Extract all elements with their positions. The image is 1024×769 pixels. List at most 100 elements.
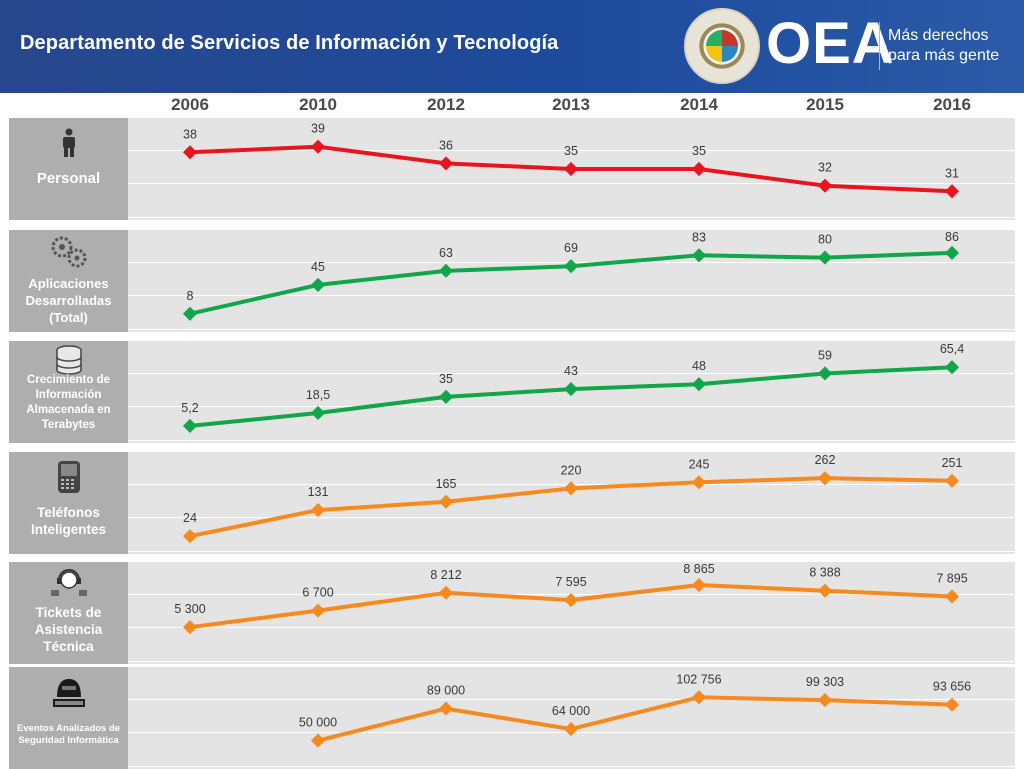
year-label-2015: 2015: [806, 95, 844, 114]
metric-line-chart: 38 39 36 35 35 32 31: [182, 122, 960, 199]
data-point-marker: [310, 603, 326, 618]
logo-divider: [879, 22, 880, 70]
year-label-2016: 2016: [933, 95, 971, 114]
data-label: 262: [815, 453, 836, 467]
data-label: 7 895: [936, 572, 967, 586]
database-icon: [9, 345, 128, 382]
data-label: 38: [183, 127, 197, 141]
metric-label-panel: Tickets de Asistencia Técnica: [9, 562, 128, 664]
data-label: 131: [308, 485, 329, 499]
data-label: 80: [818, 233, 832, 247]
data-point-marker: [438, 156, 454, 171]
metric-plot-area: 5 300 6 700 8 212 7 595 8 865 8 388 7 895: [128, 562, 1015, 664]
data-label: 69: [564, 241, 578, 255]
metric-line-chart: 5,2 18,5 35 43 48 59 65,4: [181, 342, 964, 434]
gridline: [128, 295, 1015, 296]
metric-name: Aplicaciones Desarrolladas (Total): [25, 276, 112, 325]
year-label-2014: 2014: [680, 95, 718, 114]
metric-row: Crecimiento de Información Almacenada en…: [9, 341, 1015, 443]
data-label: 63: [439, 246, 453, 260]
gridline: [128, 627, 1015, 628]
data-label: 35: [692, 144, 706, 158]
tagline-line2: para más gente: [888, 47, 1000, 64]
data-label: 245: [689, 457, 710, 471]
data-point-marker: [310, 405, 326, 421]
data-label: 8 865: [683, 562, 714, 576]
gridline: [128, 766, 1015, 767]
data-label: 5 300: [174, 602, 205, 616]
metric-name: Personal: [36, 170, 101, 187]
data-point-marker: [944, 245, 960, 260]
gears-icon: [9, 234, 128, 277]
data-label: 48: [692, 359, 706, 373]
data-point-marker: [691, 475, 707, 490]
metric-name: Tickets de Asistencia Técnica: [34, 605, 103, 654]
data-point-marker: [563, 722, 579, 737]
data-label: 64 000: [552, 704, 590, 718]
data-point-marker: [310, 502, 326, 518]
series-line: [317, 695, 953, 743]
data-label: 45: [311, 260, 325, 274]
data-label: 50 000: [299, 716, 337, 730]
data-label: 35: [439, 372, 453, 386]
data-label: 93 656: [933, 680, 971, 694]
data-label: 165: [436, 477, 457, 491]
data-point-marker: [563, 259, 579, 274]
smartphone-icon: [9, 460, 128, 501]
gridline: [128, 329, 1015, 330]
year-label-2010: 2010: [299, 95, 337, 114]
person-icon: [9, 128, 128, 165]
metric-name: Eventos Analizados de Seguridad Informát…: [16, 723, 121, 746]
data-point-marker: [944, 589, 960, 604]
data-point-marker: [563, 481, 579, 496]
data-point-marker: [563, 382, 579, 397]
data-point-marker: [182, 620, 198, 635]
data-point-marker: [691, 690, 707, 705]
metric-name: Crecimiento de Información Almacenada en…: [26, 374, 111, 431]
oas-seal-logo: [684, 8, 760, 84]
gridline: [128, 440, 1015, 441]
metric-row: Aplicaciones Desarrolladas (Total) 8 45 63 6…: [9, 230, 1015, 332]
data-point-marker: [817, 250, 833, 265]
data-point-marker: [691, 377, 707, 392]
metric-label-panel: Eventos Analizados de Seguridad Informát…: [9, 667, 128, 769]
metric-label-panel: Crecimiento de Información Almacenada en…: [9, 341, 128, 443]
data-label: 83: [692, 230, 706, 244]
data-point-marker: [563, 592, 579, 608]
data-point-marker: [691, 161, 707, 177]
data-label: 65,4: [940, 342, 964, 356]
data-label: 32: [818, 161, 832, 175]
data-label: 251: [942, 456, 963, 470]
data-point-marker: [438, 389, 454, 404]
metric-row: Teléfonos Inteligentes 24 131 165 220 245 262 2…: [9, 452, 1015, 554]
data-point-marker: [310, 733, 326, 748]
metric-row: Eventos Analizados de Seguridad Informát…: [9, 667, 1015, 769]
year-label-2006: 2006: [171, 95, 209, 114]
gridline: [128, 217, 1015, 218]
support-headset-icon: [9, 566, 128, 605]
data-point-marker: [438, 494, 454, 509]
hacker-icon: [9, 673, 128, 718]
gridline: [128, 183, 1015, 184]
metric-plot-area: 24 131 165 220 245 262 251: [128, 452, 1015, 554]
metric-name: Teléfonos Inteligentes: [30, 505, 106, 537]
data-point-marker: [182, 529, 198, 544]
data-point-marker: [944, 360, 960, 375]
oea-logo-text: OEA: [766, 11, 895, 76]
year-label-2012: 2012: [427, 95, 465, 114]
header-banner: Departamento de Servicios de Información…: [0, 0, 1024, 93]
data-point-marker: [691, 248, 707, 263]
data-label: 18,5: [306, 388, 330, 402]
data-point-marker: [691, 577, 707, 593]
data-point-marker: [182, 306, 198, 321]
data-label: 8 212: [430, 568, 461, 582]
metric-label-panel: Personal: [9, 118, 128, 220]
metric-row: Personal 38 39 36 35 35 32 31: [9, 118, 1015, 220]
metric-label-panel: Aplicaciones Desarrolladas (Total): [9, 230, 128, 332]
metric-plot-area: 38 39 36 35 35 32 31: [128, 118, 1015, 220]
data-point-marker: [563, 161, 579, 177]
data-label: 59: [818, 348, 832, 362]
data-label: 99 303: [806, 675, 844, 689]
data-point-marker: [182, 418, 198, 434]
page-title: Departamento de Servicios de Información…: [20, 32, 559, 54]
